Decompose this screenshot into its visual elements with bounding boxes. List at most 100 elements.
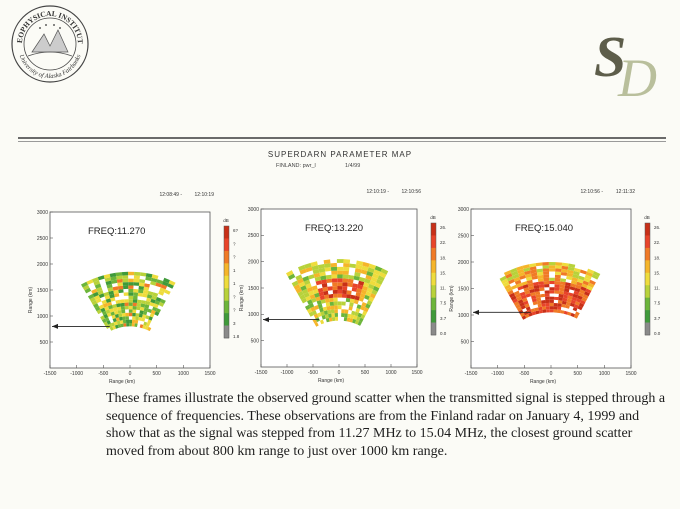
map-station: FINLAND: pwr_l: [276, 163, 316, 169]
scatter-cell: [587, 282, 595, 288]
geophysical-institute-logo: GEOPHYSICAL INSTITUTE University of Alas…: [10, 4, 89, 83]
scatter-cell: [579, 269, 587, 275]
scatter-cell: [557, 303, 562, 307]
scatter-cell: [308, 302, 315, 309]
colorbar-segment: [645, 260, 650, 274]
scatter-cell: [121, 312, 126, 317]
scatter-cell: [154, 285, 161, 291]
scatter-cell: [558, 293, 564, 298]
scatter-cell: [520, 312, 525, 317]
scatter-cell: [310, 315, 316, 321]
scatter-cell: [563, 310, 569, 315]
scatter-cell: [96, 286, 103, 292]
scatter-cell: [297, 278, 304, 284]
scatter-cell: [167, 283, 174, 289]
scatter-cell: [104, 295, 111, 300]
scatter-cell: [110, 276, 117, 281]
freq-label: FREQ:13.220: [305, 223, 363, 234]
scatter-cell: [534, 288, 540, 292]
scatter-cell: [287, 273, 296, 280]
scatter-cell: [549, 309, 554, 313]
scatter-cell: [561, 300, 567, 305]
svg-text:D: D: [617, 48, 657, 104]
scatter-cell: [576, 308, 582, 314]
scatter-cell: [544, 293, 550, 297]
scatter-cell: [366, 271, 374, 277]
scatter-cell: [155, 308, 161, 313]
scatter-cell: [147, 319, 152, 324]
scatter-cell: [305, 266, 313, 273]
colorbar-segment: [224, 250, 229, 264]
scatter-cell: [555, 265, 562, 269]
scatter-cell: [308, 290, 315, 296]
range-arrow-head: [52, 323, 58, 329]
scatter-cell: [117, 285, 124, 290]
scatter-cell: [366, 287, 373, 293]
scatter-cell: [568, 263, 576, 268]
scatter-cell: [155, 297, 162, 302]
scatter-cell: [112, 318, 117, 323]
scatter-cell: [128, 295, 134, 300]
colorbar-segment: [224, 313, 229, 326]
scatter-cell: [303, 292, 310, 298]
scatter-cell: [356, 304, 362, 310]
scatter-cell: [577, 295, 583, 300]
scatter-cell: [354, 311, 359, 317]
scatter-cell: [571, 280, 578, 285]
scatter-cell: [142, 324, 146, 329]
scatter-cell: [326, 278, 333, 283]
scatter-cell: [371, 289, 378, 296]
scatter-cell: [537, 274, 544, 279]
scatter-cell: [567, 269, 574, 274]
scatter-cell: [103, 291, 110, 297]
scatter-cell: [528, 285, 535, 291]
scatter-cell: [572, 274, 579, 279]
scatter-cell: [506, 276, 514, 282]
scatter-cell: [112, 303, 117, 309]
scatter-cell: [87, 293, 95, 300]
scatter-cell: [122, 316, 126, 321]
scatter-cell: [566, 275, 573, 281]
scatter-cell: [151, 295, 157, 301]
scatter-cell: [527, 282, 534, 288]
scatter-cell: [361, 265, 369, 271]
scatter-cell: [138, 316, 143, 321]
scatter-cell: [368, 283, 375, 290]
x-tick-label: -1500: [255, 370, 268, 376]
scatter-cell: [160, 298, 166, 304]
scatter-cell: [573, 290, 580, 296]
scatter-cell: [365, 291, 372, 297]
scatter-cell: [355, 264, 363, 270]
scatter-cell: [103, 273, 111, 279]
scatter-cell: [509, 292, 516, 298]
colorbar-label: 3.7: [654, 316, 661, 321]
scatter-cell: [333, 301, 338, 306]
scatter-cell: [125, 319, 130, 324]
scatter-cell: [123, 285, 129, 290]
scatter-cell: [585, 288, 592, 294]
scatter-cell: [112, 325, 117, 330]
scatter-cell: [101, 310, 107, 316]
x-tick-label: -1000: [70, 371, 83, 377]
scatter-cell: [118, 289, 124, 294]
scatter-cell: [525, 306, 531, 311]
scatter-cell: [563, 294, 569, 299]
x-tick-label: 500: [361, 370, 370, 376]
scatter-cell: [312, 288, 319, 295]
scatter-cell: [286, 270, 294, 277]
scatter-cell: [137, 323, 141, 328]
y-tick-label: 3000: [248, 207, 259, 213]
scatter-cell: [534, 307, 539, 312]
scatter-cell: [555, 271, 562, 276]
scatter-cell: [515, 293, 521, 299]
scatter-cell: [89, 297, 96, 303]
scatter-cell: [324, 263, 331, 268]
scatter-cell: [133, 292, 139, 297]
x-axis-label: Range (km): [530, 379, 556, 385]
scatter-cell: [337, 270, 343, 275]
scatter-cell: [499, 275, 507, 282]
scatter-cell: [531, 298, 537, 303]
scatter-cell: [344, 309, 349, 314]
scatter-cell: [342, 274, 349, 279]
scatter-cell: [128, 288, 134, 293]
